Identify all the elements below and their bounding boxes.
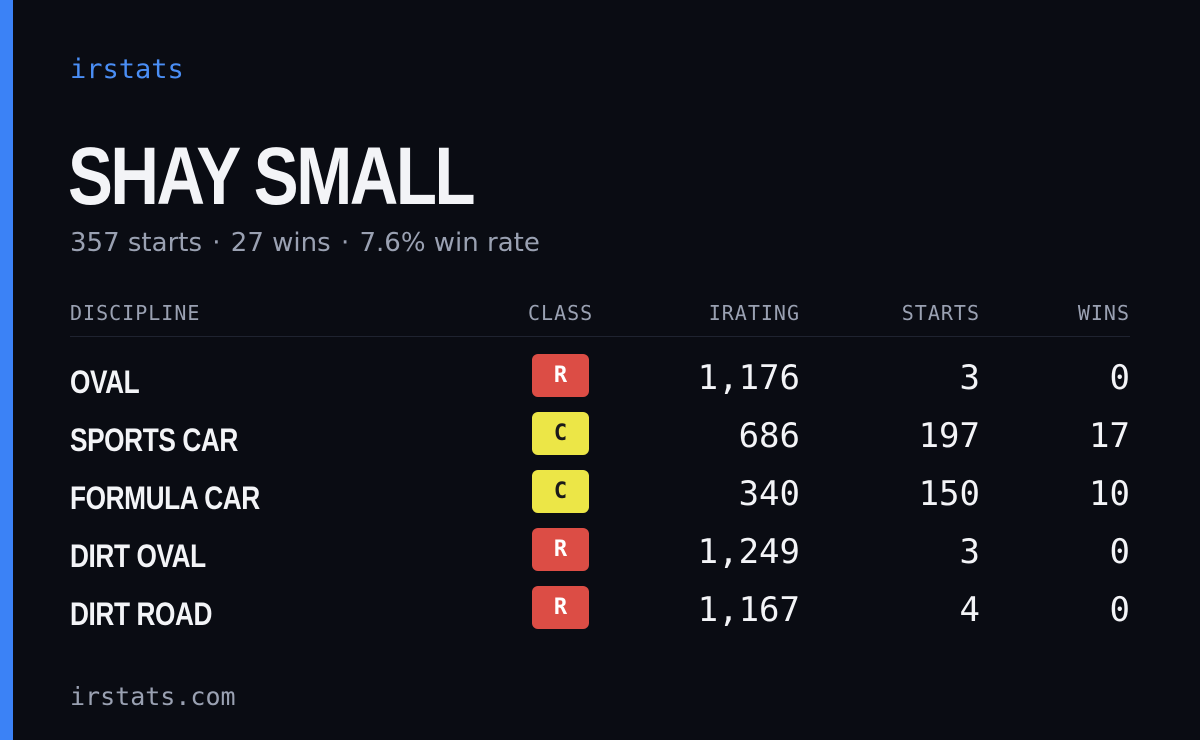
driver-summary: 357 starts · 27 wins · 7.6% win rate bbox=[70, 228, 540, 258]
class-badge: C bbox=[532, 470, 589, 513]
discipline-name: DIRT ROAD bbox=[70, 596, 213, 632]
table-header: DISCIPLINE CLASS IRATING STARTS WINS bbox=[70, 300, 1130, 337]
class-badge: R bbox=[532, 528, 589, 571]
table-row: FORMULA CAR C 340 150 10 bbox=[70, 466, 1130, 524]
class-badge: C bbox=[532, 412, 589, 455]
table-row: DIRT OVAL R 1,249 3 0 bbox=[70, 524, 1130, 582]
class-badge: R bbox=[532, 586, 589, 629]
starts-value: 3 bbox=[959, 532, 980, 572]
table-row: SPORTS CAR C 686 197 17 bbox=[70, 408, 1130, 466]
header-wins: WINS bbox=[1077, 301, 1130, 325]
irating-value: 1,249 bbox=[697, 532, 800, 572]
header-starts: STARTS bbox=[901, 301, 980, 325]
discipline-name: FORMULA CAR bbox=[70, 480, 260, 516]
irating-value: 1,176 bbox=[697, 358, 800, 398]
starts-summary: 357 starts bbox=[70, 228, 202, 258]
irating-value: 1,167 bbox=[697, 590, 800, 630]
wins-value: 0 bbox=[1109, 532, 1130, 572]
discipline-name: DIRT OVAL bbox=[70, 538, 206, 574]
winrate-summary: 7.6% win rate bbox=[359, 228, 540, 258]
header-discipline: DISCIPLINE bbox=[70, 301, 201, 325]
table-row: OVAL R 1,176 3 0 bbox=[70, 350, 1130, 408]
irating-value: 686 bbox=[738, 416, 800, 456]
header-irating: IRATING bbox=[708, 301, 800, 325]
wins-value: 0 bbox=[1109, 358, 1130, 398]
starts-value: 150 bbox=[918, 474, 980, 514]
separator: · bbox=[340, 228, 350, 258]
irating-value: 340 bbox=[738, 474, 800, 514]
starts-value: 4 bbox=[959, 590, 980, 630]
starts-value: 3 bbox=[959, 358, 980, 398]
accent-bar bbox=[0, 0, 13, 740]
discipline-name: OVAL bbox=[70, 364, 140, 400]
driver-name: SHAY SMALL bbox=[68, 131, 476, 222]
footer-url: irstats.com bbox=[70, 682, 236, 711]
wins-value: 10 bbox=[1089, 474, 1130, 514]
wins-value: 17 bbox=[1089, 416, 1130, 456]
brand-logo: irstats bbox=[70, 54, 184, 85]
table-row: DIRT ROAD R 1,167 4 0 bbox=[70, 582, 1130, 640]
wins-summary: 27 wins bbox=[230, 228, 331, 258]
header-class: CLASS bbox=[528, 301, 594, 325]
discipline-name: SPORTS CAR bbox=[70, 422, 238, 458]
table-body: OVAL R 1,176 3 0 SPORTS CAR C 686 197 17… bbox=[70, 350, 1130, 640]
wins-value: 0 bbox=[1109, 590, 1130, 630]
starts-value: 197 bbox=[918, 416, 980, 456]
separator: · bbox=[212, 228, 221, 258]
class-badge: R bbox=[532, 354, 589, 397]
